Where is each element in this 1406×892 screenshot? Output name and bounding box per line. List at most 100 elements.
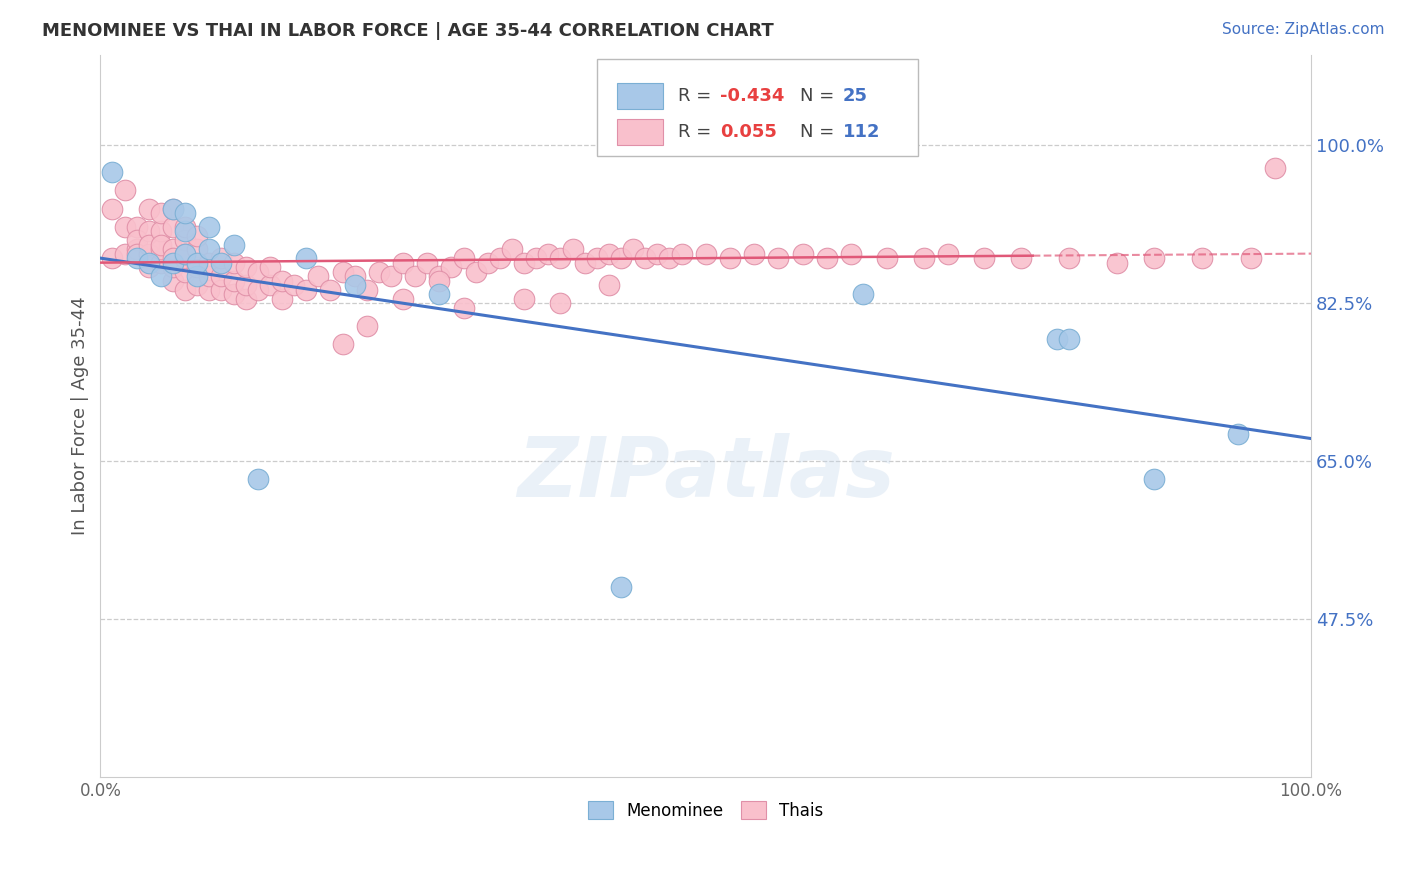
Point [598, 246, 620, 260]
Point [186, 255, 208, 269]
Point [271, 292, 294, 306]
Point [198, 269, 221, 284]
Point [246, 265, 269, 279]
Point [598, 278, 620, 293]
Point [125, 233, 148, 247]
Point [283, 278, 305, 293]
Point [246, 472, 269, 486]
Point [718, 251, 741, 265]
Point [1227, 427, 1250, 442]
Point [1107, 255, 1129, 269]
Point [114, 184, 136, 198]
Point [209, 255, 232, 269]
Point [343, 269, 366, 284]
Point [138, 224, 160, 238]
Point [356, 318, 378, 333]
Point [259, 260, 281, 274]
Point [1191, 251, 1213, 265]
Point [222, 237, 245, 252]
Point [246, 283, 269, 297]
Point [162, 274, 184, 288]
Text: R =: R = [678, 87, 717, 105]
Text: N =: N = [800, 87, 841, 105]
Point [125, 251, 148, 265]
Point [186, 242, 208, 256]
Point [295, 283, 318, 297]
Point [307, 269, 329, 284]
Point [295, 251, 318, 265]
Point [222, 255, 245, 269]
Point [513, 255, 536, 269]
Point [222, 287, 245, 301]
Point [1264, 161, 1286, 175]
Point [815, 251, 838, 265]
Point [174, 219, 197, 234]
Text: N =: N = [800, 123, 841, 141]
Point [174, 246, 197, 260]
Point [332, 265, 354, 279]
Point [645, 246, 668, 260]
Point [1239, 251, 1261, 265]
Point [198, 283, 221, 297]
Point [149, 255, 172, 269]
Point [101, 202, 124, 216]
Point [380, 269, 402, 284]
Point [222, 274, 245, 288]
Point [416, 255, 439, 269]
Point [404, 269, 426, 284]
Point [209, 269, 232, 284]
Point [149, 242, 172, 256]
Point [114, 219, 136, 234]
Point [162, 219, 184, 234]
Point [162, 251, 184, 265]
Point [392, 292, 415, 306]
Point [235, 260, 257, 274]
Point [1010, 251, 1032, 265]
Point [792, 246, 814, 260]
Point [1057, 332, 1080, 346]
Point [125, 246, 148, 260]
Point [138, 255, 160, 269]
Point [174, 233, 197, 247]
Point [186, 260, 208, 274]
Point [501, 242, 523, 256]
Point [936, 246, 959, 260]
Point [524, 251, 547, 265]
Point [912, 251, 935, 265]
Text: -0.434: -0.434 [720, 87, 785, 105]
Point [477, 255, 499, 269]
Point [186, 269, 208, 284]
Point [427, 287, 450, 301]
Point [209, 283, 232, 297]
Point [453, 301, 475, 315]
Point [174, 251, 197, 265]
Point [186, 278, 208, 293]
Text: 0.055: 0.055 [720, 123, 778, 141]
Point [427, 274, 450, 288]
Point [427, 269, 450, 284]
Point [839, 246, 862, 260]
Point [1143, 251, 1166, 265]
Point [114, 246, 136, 260]
Text: Source: ZipAtlas.com: Source: ZipAtlas.com [1222, 22, 1385, 37]
Point [392, 255, 415, 269]
Point [513, 292, 536, 306]
Point [464, 265, 486, 279]
Point [852, 287, 875, 301]
Bar [617, 120, 664, 145]
Point [162, 260, 184, 274]
Point [561, 242, 583, 256]
Text: R =: R = [678, 123, 717, 141]
Point [332, 336, 354, 351]
Point [319, 283, 342, 297]
FancyBboxPatch shape [596, 59, 918, 156]
Point [259, 278, 281, 293]
Point [174, 283, 197, 297]
Point [209, 251, 232, 265]
Point [174, 224, 197, 238]
Point [1046, 332, 1069, 346]
Point [235, 292, 257, 306]
Point [174, 246, 197, 260]
Point [610, 581, 633, 595]
Point [101, 251, 124, 265]
